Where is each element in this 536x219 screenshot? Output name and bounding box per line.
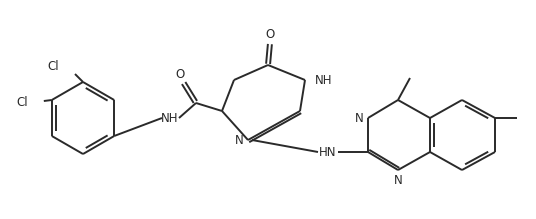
Text: N: N xyxy=(355,111,363,124)
Text: HN: HN xyxy=(319,145,337,159)
Text: N: N xyxy=(235,134,243,147)
Text: Cl: Cl xyxy=(47,60,59,72)
Text: NH: NH xyxy=(161,111,178,124)
Text: O: O xyxy=(175,67,184,81)
Text: O: O xyxy=(265,28,274,41)
Text: Cl: Cl xyxy=(16,95,28,108)
Text: NH: NH xyxy=(315,74,332,87)
Text: N: N xyxy=(393,173,403,187)
